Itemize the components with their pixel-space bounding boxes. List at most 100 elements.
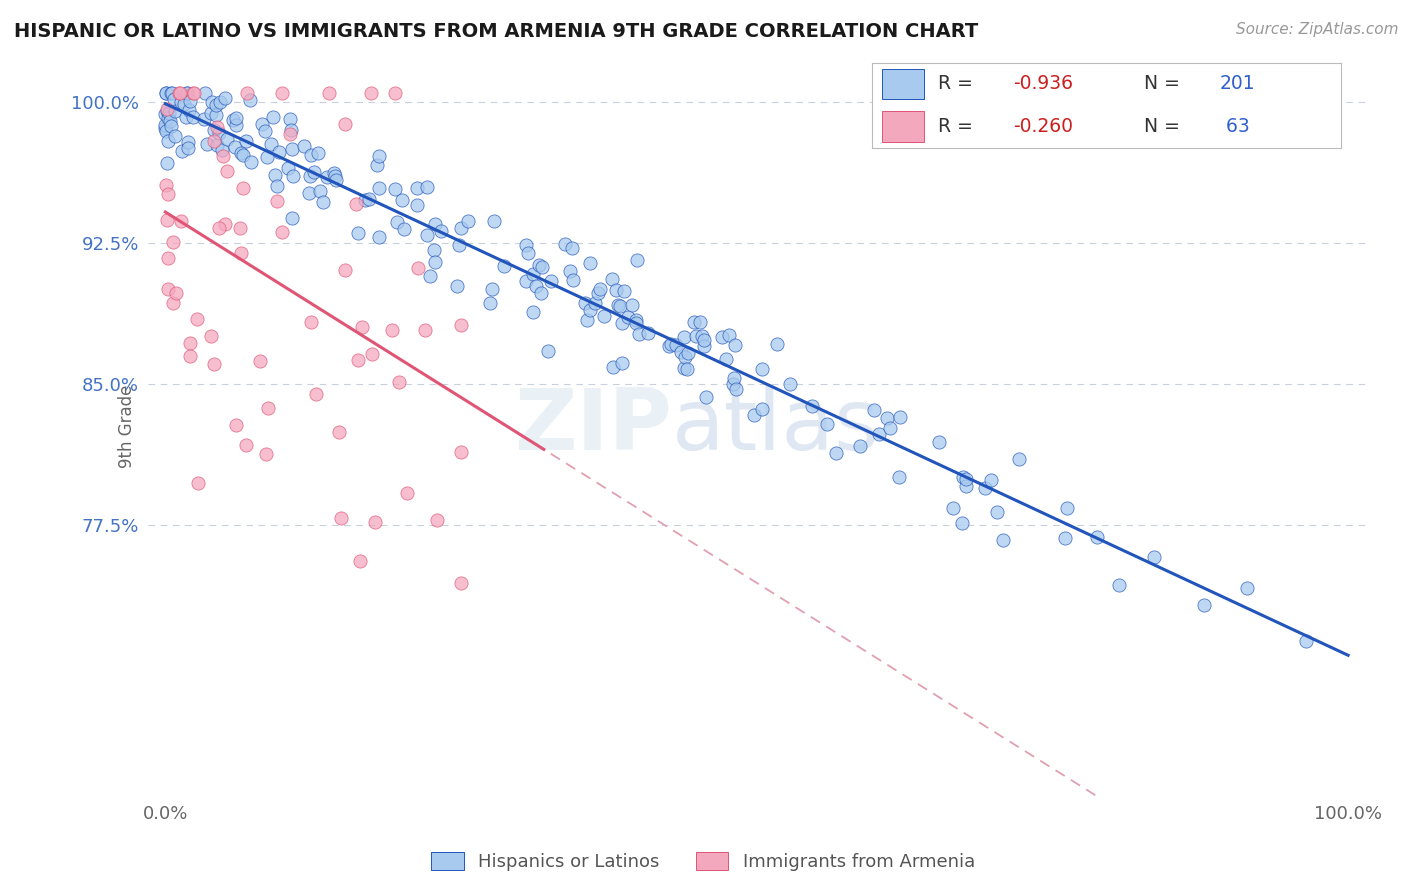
Point [516, 245, 538, 260]
Point [250, 117, 273, 131]
Point [690, 328, 713, 343]
Point [229, 245, 252, 260]
Point [163, 92, 186, 106]
Point [281, 169, 304, 183]
Text: Source: ZipAtlas.com: Source: ZipAtlas.com [1236, 22, 1399, 37]
Point [281, 142, 304, 156]
Point [167, 86, 190, 100]
Point [800, 399, 823, 413]
Point [256, 150, 278, 164]
Point [215, 132, 238, 146]
Point [724, 382, 747, 396]
Point [347, 226, 370, 240]
Point [156, 111, 179, 125]
Point [159, 114, 181, 128]
Point [658, 338, 681, 352]
Point [179, 94, 201, 108]
Point [232, 148, 254, 162]
Point [980, 473, 1002, 487]
Point [416, 180, 439, 194]
Point [384, 86, 406, 100]
Point [368, 181, 391, 195]
Point [205, 120, 228, 135]
Point [160, 119, 183, 133]
Point [588, 282, 610, 296]
Point [602, 359, 624, 374]
Point [693, 339, 716, 353]
Point [868, 426, 890, 441]
Point [267, 145, 290, 159]
Point [637, 326, 659, 340]
Point [193, 112, 215, 126]
Point [742, 409, 765, 423]
Point [349, 554, 371, 568]
Point [350, 319, 373, 334]
Point [163, 129, 186, 144]
Point [366, 158, 388, 172]
Point [669, 344, 692, 359]
Point [522, 304, 544, 318]
Point [693, 333, 716, 347]
Point [447, 238, 470, 252]
Point [215, 164, 238, 178]
Point [711, 330, 734, 344]
Point [430, 224, 453, 238]
Point [396, 486, 419, 500]
Point [266, 194, 288, 208]
Point [426, 513, 449, 527]
Point [156, 134, 179, 148]
Point [973, 481, 995, 495]
Point [335, 263, 357, 277]
Point [316, 170, 339, 185]
Point [457, 214, 479, 228]
Point [676, 346, 699, 360]
Point [225, 112, 247, 126]
Point [208, 126, 231, 140]
Point [695, 390, 717, 404]
Point [1108, 577, 1130, 591]
Point [450, 318, 472, 332]
Point [560, 264, 582, 278]
Point [624, 317, 647, 331]
Point [610, 316, 633, 330]
Point [173, 96, 195, 111]
Point [280, 123, 302, 137]
Point [162, 235, 184, 249]
Point [724, 338, 747, 352]
Point [423, 255, 446, 269]
Point [202, 122, 225, 136]
Point [186, 312, 208, 326]
Point [200, 106, 222, 120]
Point [232, 181, 254, 195]
Point [162, 296, 184, 310]
Point [207, 138, 229, 153]
Point [889, 409, 911, 424]
Point [222, 112, 245, 127]
Point [561, 241, 583, 255]
Point [612, 356, 634, 370]
Point [384, 181, 406, 195]
Point [181, 111, 204, 125]
Point [155, 107, 177, 121]
Point [613, 285, 636, 299]
Point [685, 328, 707, 343]
Point [368, 230, 391, 244]
Point [298, 186, 321, 200]
Point [425, 217, 447, 231]
Point [815, 417, 838, 431]
Point [579, 256, 602, 270]
Point [181, 86, 204, 100]
Point [779, 377, 801, 392]
Point [876, 411, 898, 425]
Point [515, 275, 537, 289]
Point [574, 295, 596, 310]
Point [626, 252, 648, 267]
Point [201, 95, 224, 109]
Point [406, 261, 429, 276]
Point [364, 515, 387, 529]
Point [406, 181, 429, 195]
Point [391, 194, 413, 208]
Text: ZIP: ZIP [513, 384, 672, 467]
Point [305, 387, 328, 401]
Point [240, 154, 263, 169]
